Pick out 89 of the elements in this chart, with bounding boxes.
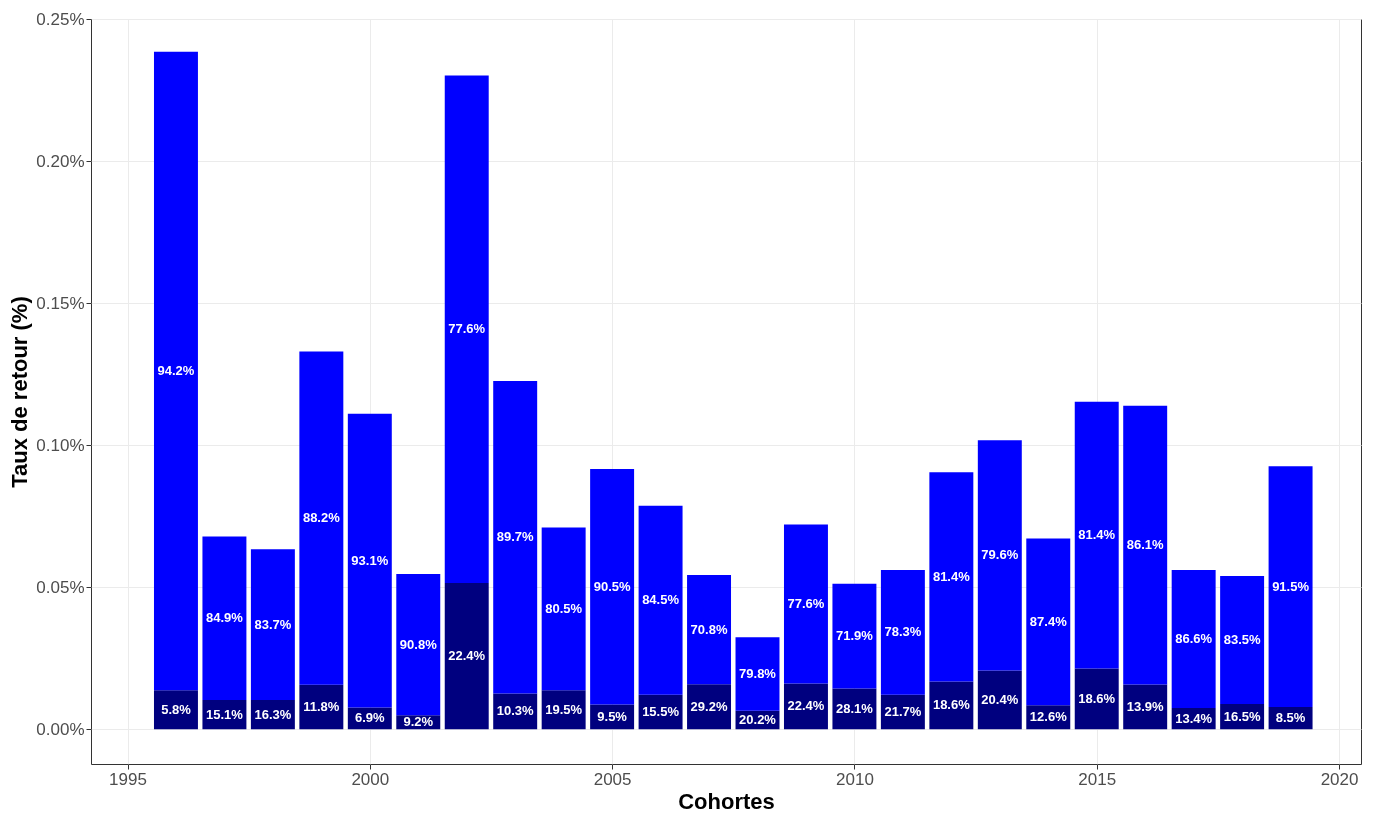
annotation: 71.9% bbox=[835, 628, 874, 644]
bar bbox=[541, 527, 586, 691]
annotation: 10.3% bbox=[496, 703, 535, 719]
annotation: 86.1% bbox=[1126, 537, 1165, 553]
annotation: 18.6% bbox=[932, 697, 971, 713]
bar bbox=[929, 472, 974, 682]
bar bbox=[1074, 401, 1119, 669]
annotation: 87.4% bbox=[1029, 613, 1068, 629]
y-tick-label: 0.05% bbox=[36, 577, 85, 597]
annotation: 78.3% bbox=[884, 624, 922, 640]
bar bbox=[1268, 466, 1313, 707]
bar bbox=[444, 583, 489, 730]
bar bbox=[1123, 405, 1168, 685]
annotation: 9.2% bbox=[403, 714, 434, 730]
annotation: 83.5% bbox=[1223, 631, 1261, 647]
annotation: 88.2% bbox=[302, 510, 341, 526]
annotation: 13.9% bbox=[1126, 698, 1165, 714]
annotation: 79.8% bbox=[739, 666, 777, 682]
bar bbox=[783, 524, 828, 684]
y-tick-label: 0.25% bbox=[36, 9, 85, 29]
bar bbox=[299, 351, 344, 685]
bar bbox=[735, 637, 780, 711]
x-tick-label: 1995 bbox=[109, 769, 147, 789]
annotation: 90.8% bbox=[399, 636, 438, 652]
annotation: 18.6% bbox=[1078, 690, 1116, 706]
x-tick-label: 2005 bbox=[593, 769, 632, 789]
bar bbox=[1171, 569, 1216, 709]
annotation: 16.3% bbox=[254, 706, 292, 722]
bar bbox=[590, 469, 635, 705]
annotation: 29.2% bbox=[690, 698, 728, 714]
y-tick-label: 0.15% bbox=[36, 293, 85, 313]
annotation: 11.8% bbox=[303, 699, 340, 715]
annotation: 77.6% bbox=[448, 321, 486, 337]
annotation: 93.1% bbox=[351, 552, 389, 568]
annotation: 70.8% bbox=[690, 621, 728, 637]
annotation: 16.5% bbox=[1223, 708, 1261, 724]
annotation: 19.5% bbox=[545, 701, 583, 717]
annotation: 6.9% bbox=[354, 710, 386, 726]
annotation: 77.6% bbox=[787, 596, 825, 612]
annotation: 5.8% bbox=[161, 701, 192, 717]
x-tick-label: 2010 bbox=[836, 769, 874, 789]
annotation: 84.5% bbox=[642, 592, 680, 608]
x-axis-title: Cohortes bbox=[678, 788, 775, 814]
annotation: 86.6% bbox=[1175, 630, 1213, 646]
bar bbox=[153, 51, 198, 691]
annotation: 94.2% bbox=[157, 362, 195, 378]
bar bbox=[202, 536, 247, 701]
bar bbox=[1220, 575, 1265, 705]
annotation: 28.1% bbox=[835, 700, 874, 716]
bar bbox=[977, 440, 1022, 671]
annotation: 83.7% bbox=[254, 616, 292, 632]
bar bbox=[347, 413, 392, 708]
bar bbox=[977, 670, 1022, 730]
bar bbox=[396, 573, 441, 716]
annotation: 20.2% bbox=[739, 712, 777, 728]
bar bbox=[880, 569, 925, 695]
bar bbox=[1026, 538, 1071, 706]
annotation: 81.4% bbox=[932, 568, 971, 584]
annotation: 90.5% bbox=[593, 578, 631, 594]
annotation: 12.6% bbox=[1029, 709, 1068, 725]
annotation: 91.5% bbox=[1272, 578, 1310, 594]
y-tick-label: 0.00% bbox=[36, 719, 85, 739]
annotation: 80.5% bbox=[545, 600, 583, 616]
annotation: 8.5% bbox=[1275, 710, 1306, 726]
bar bbox=[1074, 668, 1119, 730]
y-axis-title: Taux de retour (%) bbox=[7, 296, 33, 488]
annotation: 15.1% bbox=[205, 706, 244, 722]
annotation: 84.9% bbox=[205, 610, 244, 626]
annotation: 21.7% bbox=[884, 704, 922, 719]
annotation: 22.4% bbox=[448, 648, 486, 664]
annotation: 20.4% bbox=[981, 691, 1019, 707]
x-tick-label: 2020 bbox=[1320, 769, 1359, 789]
bar bbox=[638, 505, 683, 695]
bar bbox=[687, 575, 732, 685]
x-tick-label: 2000 bbox=[351, 769, 390, 789]
bar bbox=[250, 549, 295, 701]
annotation: 79.6% bbox=[981, 547, 1019, 563]
y-tick-label: 0.10% bbox=[36, 435, 85, 455]
annotation: 15.5% bbox=[642, 704, 680, 719]
annotation: 89.7% bbox=[496, 529, 535, 545]
bar bbox=[444, 75, 489, 584]
x-tick-label: 2015 bbox=[1078, 769, 1117, 789]
y-tick-label: 0.20% bbox=[36, 151, 85, 171]
annotation: 13.4% bbox=[1175, 710, 1213, 726]
bar bbox=[493, 380, 538, 694]
annotation: 22.4% bbox=[787, 698, 825, 714]
bar bbox=[832, 583, 877, 689]
annotation: 9.5% bbox=[597, 708, 628, 724]
annotation: 81.4% bbox=[1078, 527, 1116, 543]
